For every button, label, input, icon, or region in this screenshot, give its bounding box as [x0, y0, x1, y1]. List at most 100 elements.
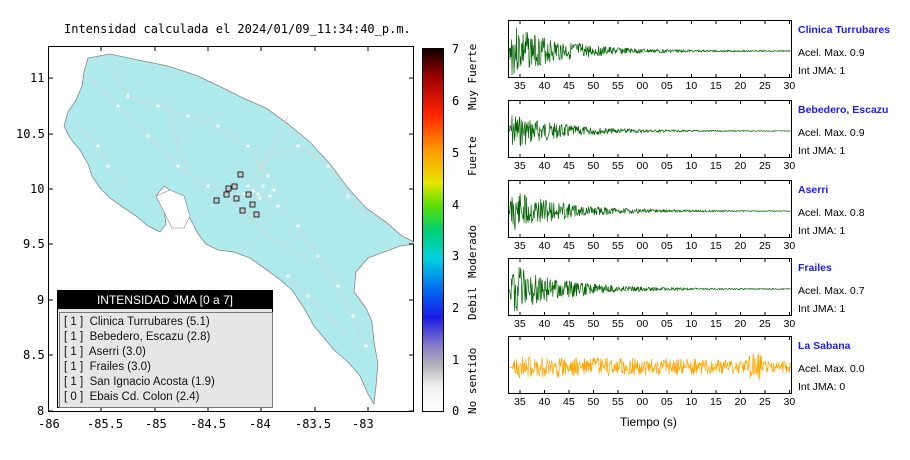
waveform-x-tick: 20 [734, 80, 747, 92]
waveform-x-tick: 00 [636, 396, 649, 408]
town-marker [306, 294, 310, 298]
town-marker [364, 344, 368, 348]
station-marker [223, 191, 230, 198]
waveform-x-tick: 00 [636, 318, 649, 330]
town-marker [268, 194, 272, 198]
station-marker [253, 211, 260, 218]
town-marker [146, 134, 150, 138]
colorbar-tick: 0 [452, 404, 460, 418]
town-marker [351, 314, 355, 318]
x-tick-label: -83.5 [295, 417, 332, 431]
town-marker [246, 184, 250, 188]
station-max-accel: Acel. Max. 0.9 [798, 127, 865, 139]
station-marker [249, 201, 256, 208]
waveform-x-tick: 10 [685, 240, 698, 252]
waveform-x-tick: 50 [587, 318, 600, 330]
colorbar-category: Fuerte [466, 136, 479, 176]
waveform-trace [508, 193, 791, 231]
station-jma-intensity: Int JMA: 1 [798, 303, 846, 315]
legend-row: [ 1 ] Bebedero, Escazu (2.8) [64, 331, 211, 343]
waveform-x-tick: 10 [685, 160, 698, 172]
waveform-x-tick: 35 [514, 240, 526, 252]
waveform-x-tick: 00 [636, 240, 649, 252]
x-tick-label: -83 [352, 417, 374, 431]
y-tick-label: 11 [30, 71, 45, 85]
town-marker [272, 188, 276, 192]
town-marker [336, 284, 340, 288]
town-marker [316, 254, 320, 258]
station-marker [213, 197, 220, 204]
town-marker [206, 184, 210, 188]
x-tick-label: -86 [38, 417, 60, 431]
station-marker [233, 195, 240, 202]
intensity-legend: INTENSIDAD JMA [0 a 7] [ 1 ] Clinica Tur… [57, 290, 273, 408]
waveform-x-tick: 35 [514, 396, 526, 408]
station-marker [225, 185, 232, 192]
station-jma-intensity: Int JMA: 1 [798, 145, 846, 157]
station-max-accel: Acel. Max. 0.8 [798, 207, 865, 219]
waveform-x-tick: 40 [538, 240, 551, 252]
x-tick-label: -85 [145, 417, 167, 431]
waveform-panel [508, 258, 792, 316]
town-marker [176, 164, 180, 168]
colorbar-tick: 3 [452, 249, 460, 263]
y-tick-label: 9 [37, 293, 45, 307]
waveform-x-tick: 35 [514, 160, 526, 172]
colorbar-category: Debil [466, 286, 479, 320]
town-marker [258, 196, 262, 200]
town-marker [246, 144, 250, 148]
station-max-accel: Acel. Max. 0.9 [798, 47, 865, 59]
y-tick-label: 9.5 [23, 237, 45, 251]
colorbar-tick: 6 [452, 94, 460, 108]
waveform-x-tick: 25 [759, 160, 771, 172]
waveform-x-tick: 10 [685, 80, 698, 92]
colorbar-tick: 2 [452, 301, 460, 315]
waveform-x-tick: 40 [538, 160, 551, 172]
waveform-x-tick: 45 [563, 318, 575, 330]
y-tick-label: 8.5 [23, 348, 45, 362]
waveform-x-tick: 15 [710, 160, 722, 172]
station-jma-intensity: Int JMA: 1 [798, 225, 846, 237]
legend-row: [ 1 ] Clinica Turrubares (5.1) [64, 316, 210, 328]
waveform-x-tick: 15 [710, 396, 722, 408]
waveform-x-tick: 35 [514, 80, 526, 92]
waveform-x-tick: 35 [514, 318, 526, 330]
waveform-trace [508, 352, 791, 381]
legend-row: [ 1 ] Aserri (3.0) [64, 346, 146, 358]
waveform-x-tick: 30 [783, 396, 796, 408]
waveform-x-tick: 40 [538, 318, 551, 330]
waveform-x-tick: 30 [783, 318, 796, 330]
waveform-x-tick: 15 [710, 80, 722, 92]
town-marker [296, 144, 300, 148]
waveform-x-tick: 50 [587, 240, 600, 252]
waveform-x-tick: 05 [661, 80, 673, 92]
town-marker [326, 164, 330, 168]
waveform-x-tick: 55 [612, 80, 624, 92]
waveform-trace [508, 27, 791, 76]
colorbar-tick: 7 [452, 42, 460, 56]
station-max-accel: Acel. Max. 0.7 [798, 285, 865, 297]
town-marker [126, 94, 130, 98]
waveform-x-tick: 50 [587, 80, 600, 92]
waveform-x-tick: 25 [759, 396, 771, 408]
waveform-x-tick: 20 [734, 160, 747, 172]
waveform-x-tick: 00 [636, 160, 649, 172]
town-marker [186, 114, 190, 118]
colorbar-tick: 5 [452, 146, 460, 160]
town-marker [156, 104, 160, 108]
waveform-panel [508, 336, 792, 394]
legend-row: [ 1 ] Frailes (3.0) [64, 361, 151, 373]
town-marker [96, 144, 100, 148]
waveform-panel [508, 180, 792, 238]
waveform-x-axis-label: Tiempo (s) [620, 415, 677, 429]
station-jma-intensity: Int JMA: 0 [798, 381, 846, 393]
waveform-x-tick: 50 [587, 396, 600, 408]
waveform-trace [508, 267, 791, 312]
colorbar-tick: 4 [452, 198, 460, 212]
waveform-x-tick: 05 [661, 240, 673, 252]
waveform-x-tick: 10 [685, 318, 698, 330]
colorbar-category: Muy Fuerte [466, 43, 479, 110]
town-marker [216, 124, 220, 128]
waveform-x-tick: 05 [661, 396, 673, 408]
waveform-x-tick: 20 [734, 396, 747, 408]
